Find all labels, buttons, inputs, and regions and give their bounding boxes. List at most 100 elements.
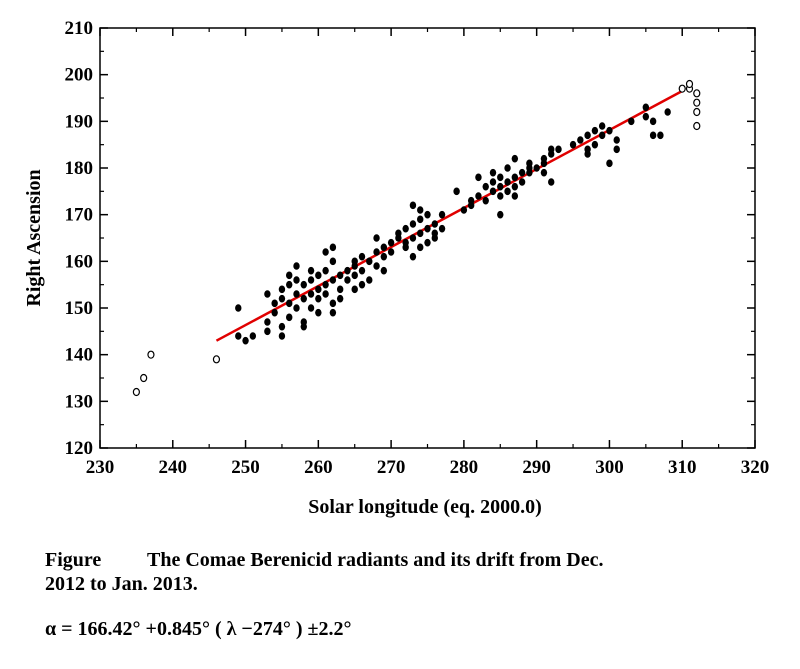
data-point [482,196,489,205]
data-point [489,178,497,186]
data-point-open [678,84,686,93]
y-tick-label: 170 [65,205,94,226]
data-point [409,220,417,228]
data-point-open [147,350,155,359]
x-tick-label: 250 [231,457,260,478]
caption-figure-label: Figure [45,549,102,571]
data-point [380,243,388,252]
data-point [293,290,300,298]
y-tick-label: 130 [65,391,94,412]
data-point [431,234,438,242]
regression-line [215,89,683,342]
data-point [657,131,664,140]
data-point [278,332,286,340]
data-point [497,182,504,191]
data-point [409,234,417,242]
data-point [548,178,555,186]
data-point [300,280,307,289]
data-point [329,243,337,252]
data-point [322,266,329,275]
data-point [322,280,329,289]
data-point-open [693,121,701,131]
data-point [584,131,591,140]
data-point-open [132,387,140,397]
data-point [242,336,249,345]
data-point [504,178,511,186]
data-point [300,294,307,303]
data-point [387,238,395,247]
data-point [264,327,271,336]
data-point [387,248,395,256]
data-point [307,266,315,275]
data-point [598,122,606,130]
data-point [606,159,613,168]
data-point [642,112,650,121]
data-point [460,206,468,214]
x-tick-label: 310 [668,457,697,478]
data-point [395,229,402,238]
data-point [475,192,482,200]
data-point [373,262,380,270]
data-point [438,210,446,219]
data-point [504,187,511,196]
data-point [336,271,344,280]
drift-formula: α = 166.42° +0.845° ( λ −274° ) ±2.2° [45,618,352,640]
data-point [315,271,322,280]
data-point [322,290,329,298]
data-point [511,192,519,200]
data-point [235,304,242,312]
y-tick-label: 200 [65,65,94,86]
data-point [293,262,300,270]
data-point [344,276,351,284]
data-point [497,173,504,182]
data-point [497,192,504,200]
data-point [329,257,337,266]
data-point [307,276,315,284]
data-point-open [140,373,148,383]
y-tick-label: 180 [65,158,94,179]
data-point [518,178,526,186]
data-point [286,271,293,280]
data-point [555,145,562,154]
data-point [307,290,315,298]
caption-text-1: The Comae Berenicid radiants and its dri… [147,549,604,571]
axes-group: 230 240 250 260 270 280 290 300 310 320 120 130 140 1… [65,18,770,478]
data-point [511,154,519,163]
data-point [271,308,278,317]
data-point [540,159,548,168]
scatter-chart: 230 240 250 260 270 280 290 300 310 320 120 130 140 1… [23,18,770,518]
y-tick-label: 160 [65,251,94,272]
data-point [380,252,388,261]
data-point [417,229,424,238]
data-point [489,168,497,177]
data-point-open [212,355,221,364]
data-point [409,201,417,210]
data-point [286,299,293,308]
data-point [606,126,613,135]
data-point [373,248,380,256]
data-point [286,313,293,322]
x-tick-label: 280 [450,457,479,478]
data-point [664,108,671,116]
data-point [431,220,438,228]
data-point [351,257,358,266]
x-tick-label: 260 [304,457,333,478]
x-axis-label: Solar longitude (eq. 2000.0) [308,496,542,518]
data-point [497,210,504,219]
x-tick-label: 290 [522,457,551,478]
y-axis-label: Right Ascension [23,169,45,306]
data-point [351,285,358,294]
data-point [475,173,482,182]
x-tick-label: 300 [595,457,624,478]
data-point [278,322,286,331]
data-point [402,224,409,233]
data-point [358,252,366,261]
data-point [409,252,417,261]
caption-text-2: 2012 to Jan. 2013. [45,573,198,595]
data-point [293,304,300,312]
data-point [453,187,460,196]
data-point [591,126,599,135]
data-point [278,285,286,294]
data-point [518,168,526,177]
data-point [526,168,533,177]
